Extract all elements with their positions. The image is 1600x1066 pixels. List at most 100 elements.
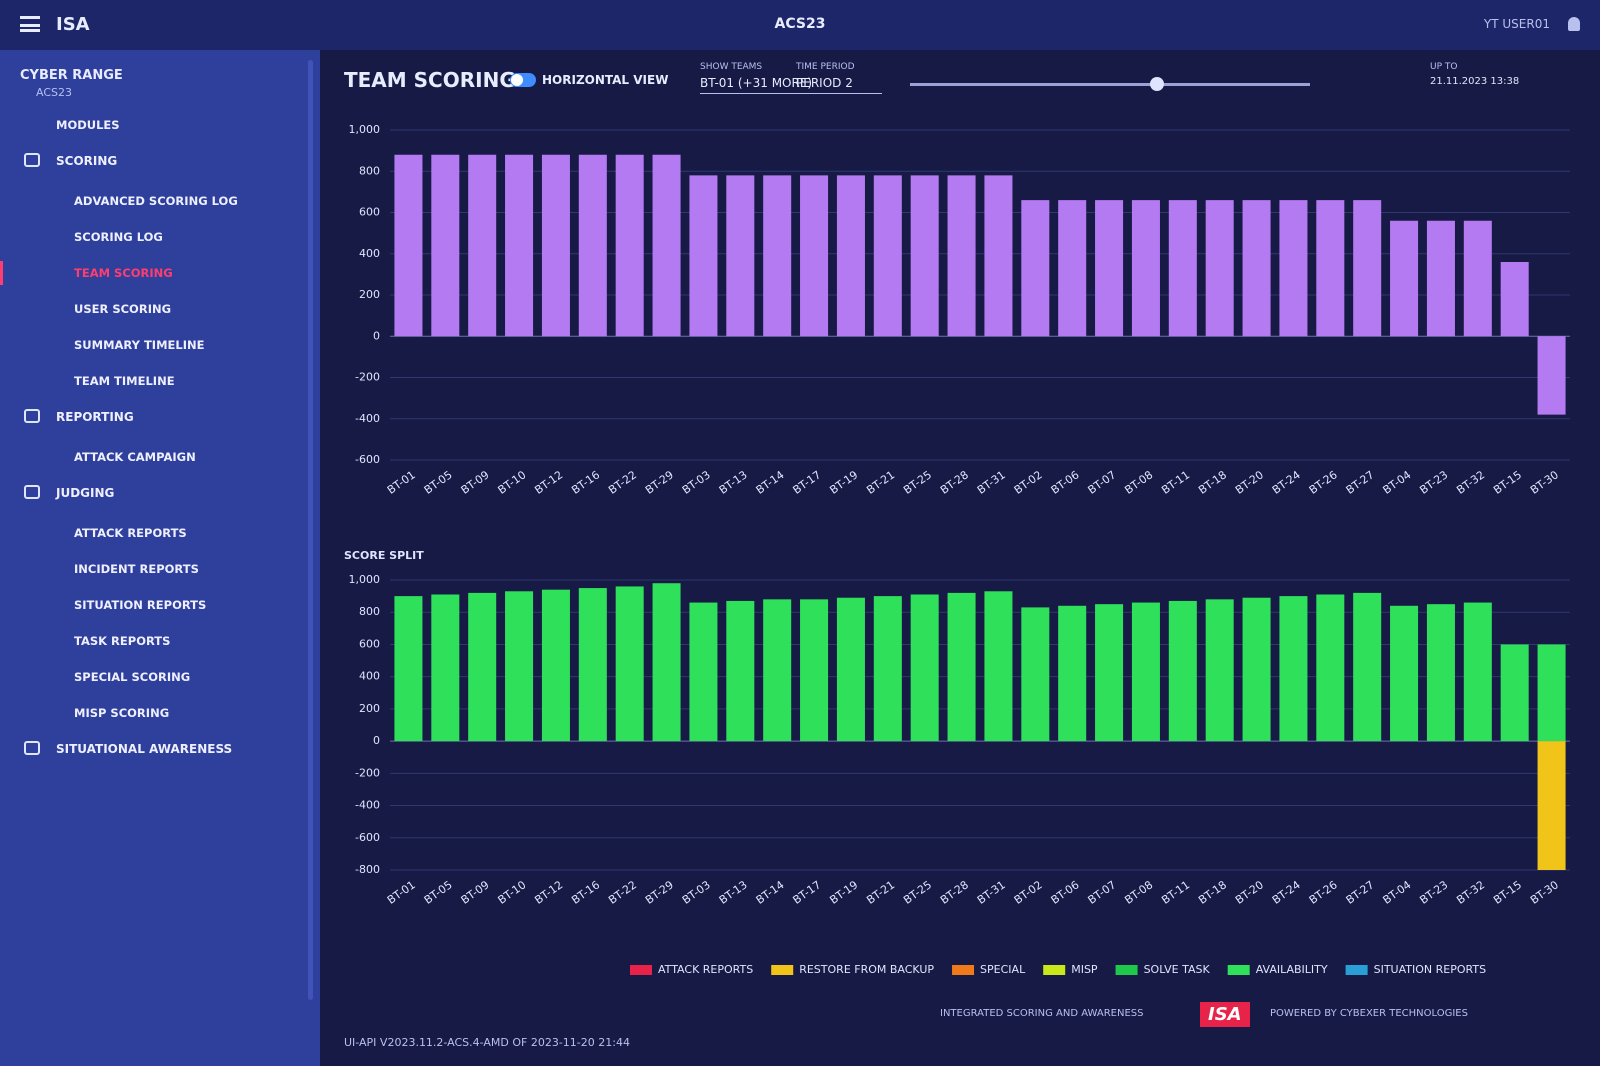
slider-knob[interactable]	[1150, 77, 1164, 91]
scrollbar[interactable]	[308, 60, 313, 1000]
nav-item[interactable]: USER SCORING	[74, 302, 172, 316]
legend-swatch	[630, 965, 652, 975]
bar	[873, 175, 902, 337]
x-tick-label: BT-01	[385, 878, 418, 907]
nav-item[interactable]: SUMMARY TIMELINE	[74, 338, 205, 352]
bar	[1426, 220, 1455, 337]
page-title: TEAM SCORING	[344, 68, 516, 92]
powered-by: POWERED BY CYBEXER TECHNOLOGIES	[1270, 1008, 1468, 1019]
toggle-label[interactable]: HORIZONTAL VIEW	[542, 73, 669, 87]
time-slider[interactable]	[910, 83, 1310, 86]
bar-segment	[1242, 597, 1271, 742]
bar-segment	[1426, 604, 1455, 742]
x-tick-label: BT-31	[975, 878, 1008, 907]
x-tick-label: BT-24	[1270, 878, 1303, 907]
x-tick-label: BT-27	[1344, 878, 1377, 907]
nav-item[interactable]: SCORING	[56, 154, 118, 168]
x-tick-label: BT-12	[532, 468, 565, 497]
bar	[468, 154, 497, 337]
nav-item[interactable]: SITUATION REPORTS	[74, 598, 207, 612]
x-tick-label: BT-08	[1122, 878, 1155, 907]
bar-segment	[1058, 605, 1087, 742]
team-select[interactable]: BT-01 (+31 MORE)	[700, 76, 830, 94]
nav-item[interactable]: TASK REPORTS	[74, 634, 171, 648]
bar	[431, 154, 460, 337]
sidebar-subtitle: ACS23	[36, 86, 72, 99]
nav-item[interactable]: INCIDENT REPORTS	[74, 562, 199, 576]
x-tick-label: BT-14	[754, 878, 787, 907]
nav-item[interactable]: ATTACK REPORTS	[74, 526, 187, 540]
x-tick-label: BT-07	[1085, 468, 1118, 497]
nav-item[interactable]: TEAM TIMELINE	[74, 374, 175, 388]
active-indicator	[0, 261, 3, 285]
x-tick-label: BT-21	[864, 878, 897, 907]
x-tick-label: BT-17	[790, 878, 823, 907]
x-tick-label: BT-30	[1528, 468, 1561, 497]
bar-segment	[1021, 607, 1050, 742]
x-tick-label: BT-15	[1491, 878, 1524, 907]
app-name: ISA	[56, 14, 90, 35]
x-tick-label: BT-06	[1049, 878, 1082, 907]
bar	[1316, 200, 1345, 337]
nav-item[interactable]: ATTACK CAMPAIGN	[74, 450, 196, 464]
period-select[interactable]: PERIOD 2	[796, 76, 882, 94]
bar-segment	[873, 596, 902, 742]
nav-icon	[24, 409, 40, 423]
nav-item[interactable]: MODULES	[56, 118, 120, 132]
y-tick-label: 800	[359, 605, 380, 618]
bar	[984, 175, 1013, 337]
bar	[1242, 200, 1271, 337]
x-tick-label: BT-28	[938, 468, 971, 497]
nav-item[interactable]: MISP SCORING	[74, 706, 170, 720]
x-tick-label: BT-25	[901, 878, 934, 907]
nav-item[interactable]: SPECIAL SCORING	[74, 670, 191, 684]
exercise-name: ACS23	[774, 16, 826, 32]
bar	[1021, 200, 1050, 337]
bar	[1058, 200, 1087, 337]
bar-segment	[1279, 596, 1308, 742]
y-tick-label: -600	[355, 831, 380, 844]
y-tick-label: 1,000	[349, 573, 381, 586]
nav-item[interactable]: SITUATIONAL AWARENESS	[56, 742, 233, 756]
menu-button[interactable]	[20, 16, 40, 32]
x-tick-label: BT-19	[827, 878, 860, 907]
bar	[652, 154, 681, 337]
x-tick-label: BT-28	[938, 878, 971, 907]
x-tick-label: BT-23	[1417, 878, 1450, 907]
nav-item[interactable]: TEAM SCORING	[74, 266, 173, 280]
y-tick-label: -200	[355, 371, 380, 384]
y-tick-label: 0	[373, 734, 380, 747]
x-tick-label: BT-19	[827, 468, 860, 497]
bar	[1353, 200, 1382, 337]
field-label: UP TO	[1430, 62, 1458, 72]
x-tick-label: BT-25	[901, 468, 934, 497]
nav-icon	[24, 741, 40, 755]
chart-title: SCORE SPLIT	[344, 549, 424, 562]
notifications[interactable]	[1568, 17, 1580, 31]
nav-item[interactable]: JUDGING	[56, 486, 115, 500]
version: UI-API V2023.11.2-ACS.4-AMD OF 2023-11-2…	[344, 1036, 630, 1049]
nav-item[interactable]: ADVANCED SCORING LOG	[74, 194, 238, 208]
view-toggle[interactable]	[510, 73, 536, 87]
x-tick-label: BT-26	[1307, 468, 1340, 497]
x-tick-label: BT-22	[606, 878, 639, 907]
x-tick-label: BT-03	[680, 468, 713, 497]
bar-segment	[1205, 599, 1234, 742]
bar	[578, 154, 607, 337]
sidebar-title[interactable]: CYBER RANGE	[20, 68, 123, 83]
nav-icon	[24, 485, 40, 499]
x-tick-label: BT-04	[1380, 468, 1413, 497]
nav-item[interactable]: SCORING LOG	[74, 230, 163, 244]
bar	[800, 175, 829, 337]
x-tick-label: BT-14	[754, 468, 787, 497]
y-tick-label: 600	[359, 206, 380, 219]
user-name[interactable]: YT USER01	[1483, 17, 1550, 31]
nav-item[interactable]: REPORTING	[56, 410, 134, 424]
legend-swatch	[1345, 965, 1368, 975]
bar	[836, 175, 865, 337]
team-score-chart: -600 -400 -200 0 200 400 600 800 1,000 BT-01 BT-05…	[349, 123, 1570, 497]
bar	[1131, 200, 1160, 337]
legend-label: ATTACK REPORTS	[658, 963, 753, 976]
bar-segment	[431, 594, 460, 742]
legend-swatch	[771, 965, 794, 975]
